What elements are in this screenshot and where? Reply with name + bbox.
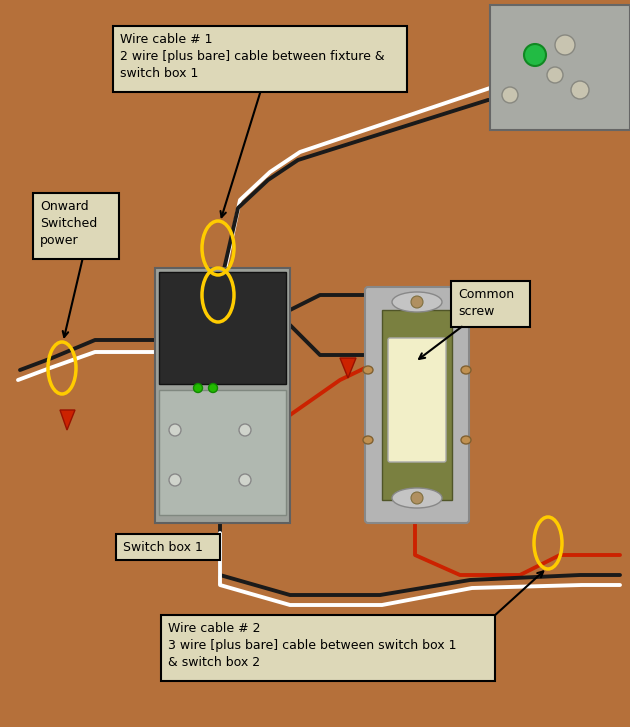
FancyBboxPatch shape [451, 281, 530, 327]
FancyBboxPatch shape [116, 534, 220, 560]
Text: Wire cable # 1
2 wire [plus bare] cable between fixture &
switch box 1: Wire cable # 1 2 wire [plus bare] cable … [120, 33, 385, 80]
Ellipse shape [239, 474, 251, 486]
Ellipse shape [547, 67, 563, 83]
Ellipse shape [239, 424, 251, 436]
Ellipse shape [461, 436, 471, 444]
Text: Switch box 1: Switch box 1 [123, 541, 203, 554]
Ellipse shape [169, 424, 181, 436]
Ellipse shape [411, 492, 423, 504]
FancyBboxPatch shape [159, 390, 286, 515]
FancyBboxPatch shape [161, 615, 495, 681]
Ellipse shape [555, 35, 575, 55]
Ellipse shape [193, 384, 202, 393]
Ellipse shape [363, 436, 373, 444]
Ellipse shape [571, 81, 589, 99]
FancyBboxPatch shape [382, 310, 452, 500]
Ellipse shape [502, 87, 518, 103]
Polygon shape [60, 410, 75, 430]
FancyBboxPatch shape [155, 268, 290, 523]
Text: Common
screw: Common screw [458, 288, 514, 318]
Ellipse shape [524, 44, 546, 66]
Polygon shape [340, 358, 356, 378]
FancyBboxPatch shape [365, 287, 469, 523]
FancyBboxPatch shape [113, 26, 407, 92]
FancyBboxPatch shape [388, 338, 446, 462]
FancyBboxPatch shape [33, 193, 119, 259]
Ellipse shape [411, 296, 423, 308]
Ellipse shape [392, 488, 442, 508]
Ellipse shape [363, 366, 373, 374]
Text: Wire cable # 2
3 wire [plus bare] cable between switch box 1
& switch box 2: Wire cable # 2 3 wire [plus bare] cable … [168, 622, 457, 669]
FancyBboxPatch shape [490, 5, 630, 130]
Ellipse shape [461, 366, 471, 374]
Text: Onward
Switched
power: Onward Switched power [40, 200, 97, 247]
Ellipse shape [209, 384, 217, 393]
FancyBboxPatch shape [159, 272, 286, 384]
Ellipse shape [392, 292, 442, 312]
Ellipse shape [169, 474, 181, 486]
